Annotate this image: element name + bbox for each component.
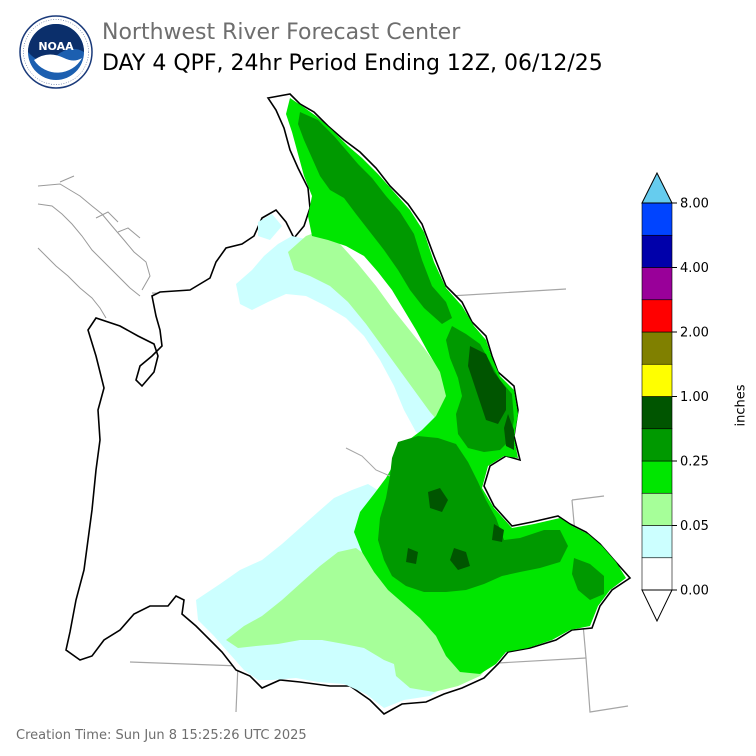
qpf-very-heavy <box>406 346 514 570</box>
legend-bin <box>641 331 673 365</box>
noaa-logo: NOAA <box>19 15 93 89</box>
legend-bin <box>641 460 673 494</box>
legend-tick-label: 4.00 <box>680 261 709 276</box>
legend-tick-label: 0.25 <box>680 455 709 470</box>
legend-top-arrow <box>641 171 673 204</box>
legend-tick-label: 2.00 <box>680 326 709 341</box>
creation-time: Creation Time: Sun Jun 8 15:25:26 UTC 20… <box>16 728 307 743</box>
legend-colorbar: 0.00 0.05 0.25 1.00 2.00 4.00 8.00 <box>641 171 709 623</box>
legend-bin <box>641 202 673 236</box>
org-title: Northwest River Forecast Center <box>102 20 461 45</box>
legend-bin <box>641 492 673 526</box>
legend-tick-label: 1.00 <box>680 390 709 405</box>
legend-tick-label: 8.00 <box>680 197 709 212</box>
logo-text: NOAA <box>38 40 74 53</box>
canada-coast <box>37 175 151 319</box>
legend-ticks: 0.00 0.05 0.25 1.00 2.00 4.00 8.00 <box>672 197 709 599</box>
legend-tick-label: 0.05 <box>680 519 709 534</box>
legend-bin <box>641 299 673 333</box>
legend-bin <box>641 267 673 301</box>
legend-bin <box>641 557 673 591</box>
legend-bins <box>641 202 673 591</box>
legend-tick-label: 0.00 <box>680 584 709 599</box>
legend-bin <box>641 428 673 462</box>
qpf-moderate <box>286 98 626 674</box>
legend-bin <box>641 234 673 268</box>
legend-unit-label: inches <box>733 384 749 427</box>
legend-bin <box>641 363 673 397</box>
product-title: DAY 4 QPF, 24hr Period Ending 12Z, 06/12… <box>102 51 603 76</box>
legend-bin <box>641 396 673 430</box>
legend-bin <box>641 525 673 559</box>
legend-bottom-arrow <box>641 589 673 623</box>
